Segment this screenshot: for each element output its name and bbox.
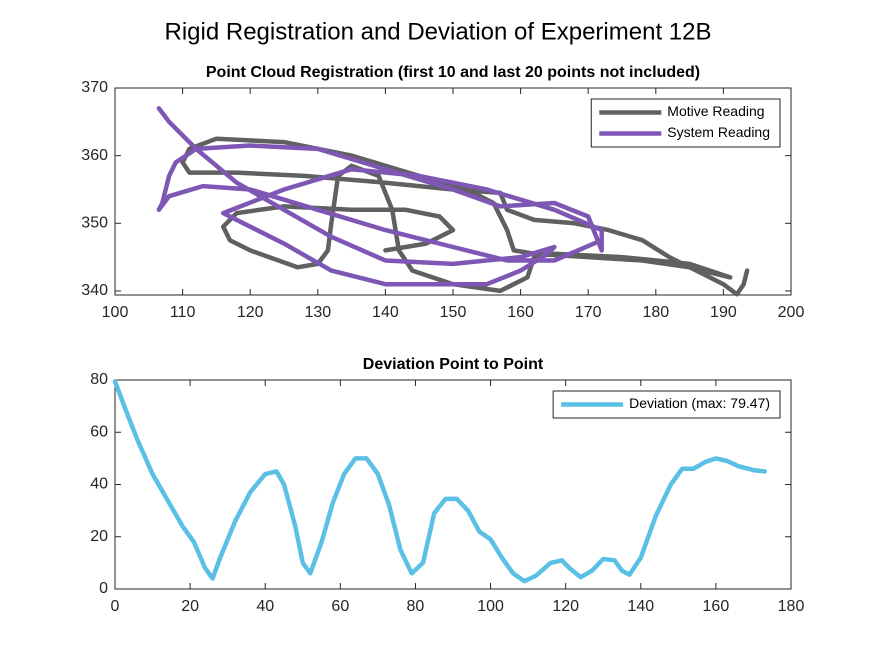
- y-tick-label: 80: [90, 371, 108, 388]
- y-tick-label: 370: [81, 79, 108, 96]
- legend: Deviation (max: 79.47): [552, 390, 781, 419]
- x-tick-label: 180: [642, 304, 669, 321]
- x-tick-label: 100: [477, 598, 504, 615]
- x-tick-label: 100: [102, 304, 129, 321]
- figure-title: Rigid Registration and Deviation of Expe…: [165, 18, 712, 45]
- x-tick-label: 140: [372, 304, 399, 321]
- series-line: [156, 106, 604, 287]
- x-tick-label: 60: [331, 598, 349, 615]
- y-tick-label: 340: [81, 282, 108, 299]
- y-tick-label: 60: [90, 423, 108, 440]
- x-tick-label: 20: [181, 598, 199, 615]
- x-tick-label: 170: [575, 304, 602, 321]
- y-tick-label: 0: [99, 580, 108, 597]
- x-tick-label: 180: [778, 598, 805, 615]
- legend-label: Motive Reading: [667, 103, 764, 119]
- chart-title: Deviation Point to Point: [363, 356, 544, 373]
- y-tick-label: 40: [90, 476, 108, 493]
- x-tick-label: 200: [778, 304, 805, 321]
- y-tick-label: 350: [81, 215, 108, 232]
- x-tick-label: 110: [170, 304, 196, 321]
- x-tick-label: 160: [507, 304, 534, 321]
- x-tick-label: 190: [710, 304, 737, 321]
- chart-title: Point Cloud Registration (first 10 and l…: [206, 64, 700, 81]
- legend-label: Deviation (max: 79.47): [629, 395, 770, 411]
- x-tick-label: 150: [440, 304, 467, 321]
- x-tick-label: 130: [304, 304, 331, 321]
- y-tick-label: 360: [81, 147, 108, 164]
- y-tick-label: 20: [90, 528, 108, 545]
- x-tick-label: 0: [111, 598, 120, 615]
- x-tick-label: 80: [407, 598, 425, 615]
- legend: Motive Reading System Reading: [590, 98, 781, 148]
- series-line: [180, 136, 750, 297]
- x-tick-label: 120: [237, 304, 264, 321]
- x-tick-label: 160: [703, 598, 730, 615]
- legend-box: [590, 98, 781, 148]
- x-tick-label: 140: [627, 598, 654, 615]
- x-tick-label: 40: [256, 598, 274, 615]
- series-line: [112, 379, 767, 584]
- x-tick-label: 120: [552, 598, 579, 615]
- legend-label: System Reading: [667, 124, 770, 140]
